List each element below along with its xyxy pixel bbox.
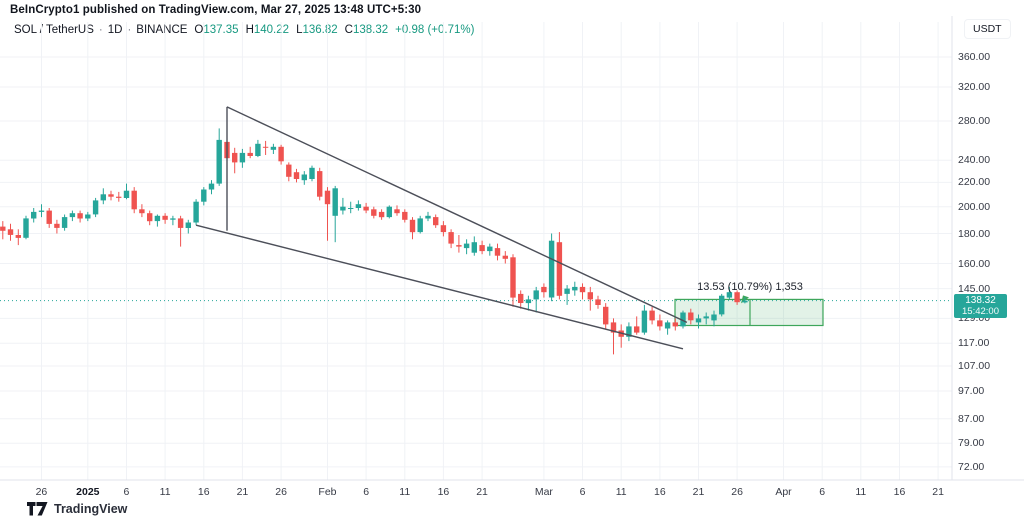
time-tick-label: 16 <box>654 486 666 498</box>
last-price-value: 138.32 <box>965 295 996 306</box>
price-tick-label: 97.00 <box>958 385 985 397</box>
time-tick-label: 11 <box>399 486 411 498</box>
change-label: +0.98 (+0.71%) <box>395 24 475 36</box>
time-tick-label: 11 <box>615 486 627 498</box>
chart-grid <box>0 22 952 480</box>
price-tick-label: 117.00 <box>958 337 990 350</box>
price-tick-label: 145.00 <box>958 282 991 295</box>
separator-dot: · <box>127 24 132 36</box>
time-tick-label: 6 <box>819 486 826 498</box>
price-tick-label: 320.00 <box>958 80 991 93</box>
time-tick-label: 6 <box>579 486 586 498</box>
time-tick-label: 16 <box>893 486 906 498</box>
time-tick-label: 2025 <box>76 486 100 498</box>
time-tick-label: 6 <box>123 486 130 498</box>
time-tick-label: 16 <box>197 486 210 498</box>
time-tick-label: 21 <box>692 486 705 498</box>
price-tick-label: 360.00 <box>958 51 991 63</box>
bar-countdown: 15:42:00 <box>962 306 999 317</box>
wedge-upper-trendline[interactable] <box>226 106 688 324</box>
currency-label[interactable]: USDT <box>964 19 1011 39</box>
price-tick-label: 87.00 <box>958 412 985 425</box>
exchange-label: BINANCE <box>136 24 188 36</box>
symbol-title: SOL / TetherUS <box>14 24 94 36</box>
symbol-header: SOL / TetherUS · 1D · BINANCE O137.35 H1… <box>14 24 474 36</box>
ohlc-close: C138.32 <box>344 24 389 36</box>
tradingview-brand-text: TradingView <box>54 502 128 516</box>
time-tick-label: Feb <box>318 486 337 498</box>
time-tick-label: 21 <box>932 486 944 498</box>
time-tick-label: 26 <box>35 486 48 498</box>
time-tick-label: Mar <box>534 486 553 498</box>
time-tick-label: Apr <box>775 486 792 498</box>
time-tick-label: 26 <box>275 486 287 498</box>
interval-label: 1D <box>107 24 123 36</box>
price-tick-label: 280.00 <box>958 115 991 127</box>
ohlc-low: L136.82 <box>296 24 338 36</box>
publisher-bar: BeInCrypto1 published on TradingView.com… <box>10 4 422 16</box>
time-tick-label: 11 <box>159 486 171 498</box>
time-tick-label: 26 <box>731 486 743 498</box>
price-tick-label: 240.00 <box>958 154 991 167</box>
candlestick-series[interactable] <box>0 108 748 355</box>
tradingview-logo-icon <box>27 502 48 516</box>
time-tick-label: 21 <box>476 486 488 498</box>
price-badge: 138.32 15:42:00 <box>954 294 1007 318</box>
measure-annotation: 13.53 (10.79%) 1,353 <box>697 281 803 293</box>
wedge-lower-trendline[interactable] <box>195 224 684 350</box>
ohlc-high: H140.22 <box>245 24 290 36</box>
price-tick-label: 200.00 <box>958 200 991 213</box>
ohlc-open: O137.35 <box>194 24 239 36</box>
price-tick-label: 160.00 <box>958 257 991 270</box>
separator-dot: · <box>98 24 103 36</box>
price-tick-label: 220.00 <box>958 176 991 189</box>
price-tick-label: 79.00 <box>958 437 985 450</box>
time-tick-label: 16 <box>437 486 450 498</box>
time-tick-label: 21 <box>236 486 249 498</box>
price-tick-label: 180.00 <box>958 227 991 240</box>
tradingview-attribution[interactable]: TradingView <box>27 502 127 516</box>
price-tick-label: 72.00 <box>958 460 985 473</box>
price-tick-label: 107.00 <box>958 360 991 373</box>
time-tick-label: 11 <box>855 486 867 498</box>
time-tick-label: 6 <box>363 486 370 498</box>
